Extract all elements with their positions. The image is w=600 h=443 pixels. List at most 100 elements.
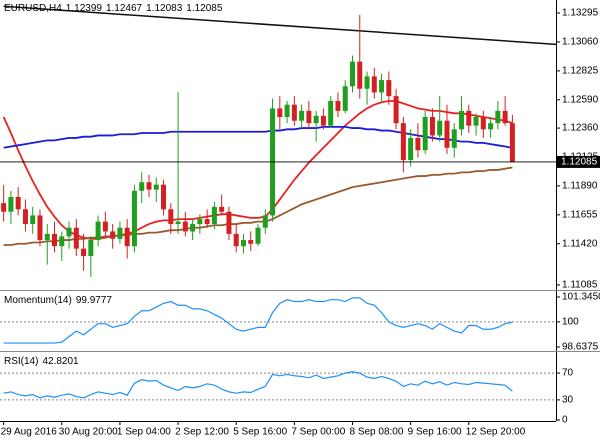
candle-body: [444, 120, 450, 148]
candle-body: [204, 219, 210, 225]
candle-body: [473, 117, 479, 126]
candle-body: [139, 182, 145, 191]
candle-body: [509, 123, 515, 162]
candle-body: [299, 110, 305, 121]
candle-body: [277, 108, 283, 118]
candle-body: [37, 215, 43, 241]
header-value: 1.12467: [106, 3, 143, 14]
y-tick-label: 100: [562, 316, 579, 327]
candle-body: [153, 184, 159, 190]
x-tick-label: 1 Sep 04:00: [117, 427, 171, 438]
panel-header: Momentum(14) 99.9777: [4, 295, 112, 306]
candle-body: [146, 182, 152, 190]
x-tick-label: 2 Sep 12:00: [175, 427, 229, 438]
candle-body: [52, 233, 58, 247]
y-tick-label: 98.6375: [562, 342, 599, 353]
y-tick-label: 1.11655: [562, 209, 598, 220]
candle-body: [110, 231, 116, 239]
candle-body: [422, 117, 428, 151]
y-tick-label: 1.11420: [562, 238, 598, 249]
x-tick-label: 30 Aug 20:00: [59, 427, 118, 438]
candle-body: [66, 227, 72, 237]
panel-title: EURUSD,H4: [4, 3, 62, 14]
y-tick-label: 1.12825: [562, 66, 599, 77]
candle-body: [73, 227, 79, 249]
candle-body: [313, 115, 319, 124]
last-price-label: 1.12085: [561, 157, 598, 168]
candle-body: [306, 110, 312, 124]
candle-body: [335, 101, 341, 111]
last-price-box: [557, 155, 600, 168]
candle-body: [437, 120, 443, 136]
candle-body: [8, 196, 14, 212]
candle-body: [190, 224, 196, 232]
panel-header: EURUSD,H4 1.12399 1.12467 1.12083 1.12085: [4, 3, 223, 14]
candle-body: [211, 206, 217, 225]
candle-body: [15, 196, 21, 210]
moving-average: [3, 166, 513, 246]
candle-body: [393, 96, 399, 124]
candle-body: [22, 209, 28, 225]
y-tick-label: 1.11085: [562, 280, 598, 291]
x-tick-label: 29 Aug 2016: [1, 427, 58, 438]
candle-body: [371, 76, 377, 93]
x-tick-label: 5 Sep 16:00: [233, 427, 287, 438]
candle-body: [219, 206, 225, 212]
candle-body: [386, 80, 392, 97]
candle-body: [233, 233, 239, 247]
header-value: 99.9777: [76, 295, 113, 306]
candle-body: [1, 203, 7, 212]
candle-body: [124, 227, 130, 247]
panel-title: Momentum(14): [4, 295, 72, 306]
candle-body: [255, 227, 261, 244]
panel-header: RSI(14) 42.8201: [4, 356, 79, 367]
candle-body: [161, 184, 167, 210]
candle-body: [240, 240, 246, 247]
candle-body: [400, 123, 406, 161]
candle-body: [459, 110, 465, 130]
candle-body: [502, 110, 508, 124]
candle-body: [284, 104, 290, 118]
trendline: [3, 5, 557, 46]
candle-body: [248, 240, 254, 244]
candle-body: [59, 236, 65, 247]
candle-body: [357, 61, 363, 89]
candle-body: [488, 123, 494, 130]
candle-body: [95, 221, 101, 241]
candle-body: [415, 137, 421, 151]
x-tick-label: 8 Sep 08:00: [349, 427, 403, 438]
y-tick-label: 1.11890: [562, 181, 598, 192]
candle-body: [44, 233, 50, 241]
panel-title: RSI(14): [4, 356, 38, 367]
y-tick-label: 1.12590: [562, 94, 599, 105]
candle-body: [379, 80, 385, 93]
candle-body: [182, 221, 188, 232]
header-value: 42.8201: [42, 356, 79, 367]
candle-body: [102, 221, 108, 232]
y-tick-label: 1.13295: [562, 8, 599, 19]
candle-body: [168, 209, 174, 225]
candle-body: [226, 211, 232, 234]
candle-body: [175, 221, 181, 225]
x-tick-label: 9 Sep 16:00: [408, 427, 462, 438]
y-tick-label: 1.12360: [562, 123, 599, 134]
indicator-line: [3, 297, 513, 344]
candle-body: [451, 129, 457, 148]
x-tick-label: 12 Sep 20:00: [466, 427, 526, 438]
candle-body: [262, 215, 268, 228]
y-tick-label: 70: [562, 368, 574, 379]
indicator-line: [3, 371, 513, 399]
candle-body: [364, 76, 370, 89]
candle-body: [131, 190, 137, 247]
candle-body: [320, 115, 326, 126]
header-value: 1.12083: [146, 3, 183, 14]
candle-body: [117, 227, 123, 239]
y-tick-label: 30: [562, 395, 574, 406]
candle-body: [349, 61, 355, 87]
y-tick-label: 1.13060: [562, 37, 599, 48]
candle-body: [88, 240, 94, 257]
header-value: 1.12085: [186, 3, 223, 14]
x-tick-label: 7 Sep 00:00: [291, 427, 345, 438]
